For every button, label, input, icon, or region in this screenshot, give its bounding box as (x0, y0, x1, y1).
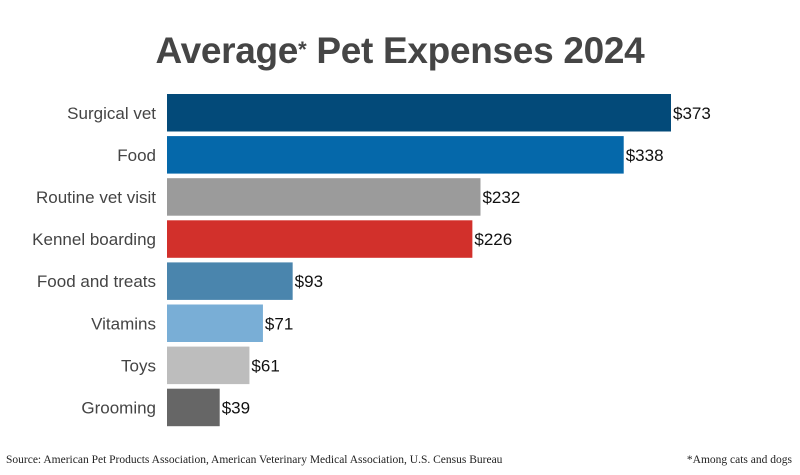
value-label: $232 (482, 188, 520, 207)
title-main: Average (155, 30, 299, 71)
bar-grooming (167, 388, 220, 427)
value-label: $93 (295, 272, 323, 291)
category-label: Grooming (81, 398, 156, 417)
bar-routine-vet-visit (167, 178, 481, 216)
category-label: Routine vet visit (36, 188, 156, 207)
footnote: *Among cats and dogs (686, 454, 792, 466)
category-label: Vitamins (91, 314, 156, 333)
bar-food-and-treats (167, 262, 293, 300)
value-label: $61 (251, 356, 279, 375)
category-label: Kennel boarding (32, 230, 156, 249)
chart-title: Average* Pet Expenses 2024 (0, 30, 800, 72)
value-label: $39 (222, 398, 250, 417)
bar-kennel-boarding (167, 220, 473, 258)
value-label: $373 (673, 104, 711, 123)
category-label: Food (117, 146, 156, 165)
bar-vitamins (167, 304, 263, 342)
category-label: Surgical vet (67, 104, 156, 123)
category-label: Food and treats (37, 272, 156, 291)
source-note: Source: American Pet Products Associatio… (6, 454, 503, 466)
category-label: Toys (121, 356, 156, 375)
bar-toys (167, 346, 250, 385)
bar-surgical-vet (167, 94, 671, 132)
value-label: $338 (626, 146, 664, 165)
bar-food (167, 136, 624, 174)
title-asterisk: * (298, 37, 307, 62)
value-label: $71 (265, 314, 293, 333)
value-label: $226 (474, 230, 512, 249)
title-rest: Pet Expenses 2024 (306, 30, 645, 71)
